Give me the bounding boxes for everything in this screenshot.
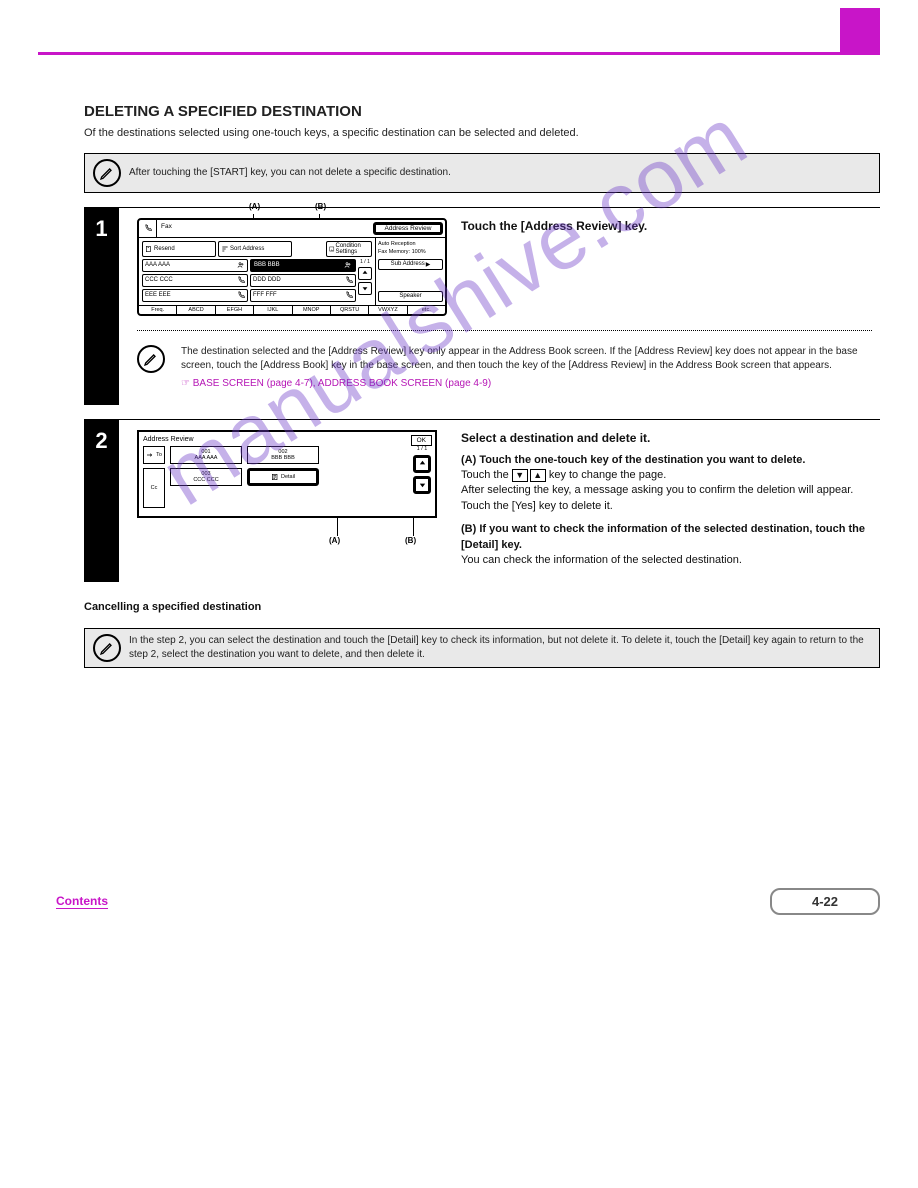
leader-line-b2 bbox=[337, 518, 338, 536]
pencil-icon bbox=[93, 159, 121, 187]
leader-line-a2 bbox=[413, 518, 414, 536]
pencil-icon bbox=[137, 345, 165, 373]
leader-label-b: (B) bbox=[315, 202, 326, 211]
dotted-separator bbox=[137, 330, 872, 331]
cc-indicator: Cc bbox=[143, 468, 165, 508]
step-1: 1 (A) (B) Fax Address Revi bbox=[84, 207, 880, 405]
inline-arrow-keys-icon: ▼▲ bbox=[512, 469, 546, 482]
panelB-up-btn[interactable] bbox=[413, 455, 431, 473]
dest-card-aaa[interactable]: AAA AAA bbox=[142, 259, 248, 272]
panelB-pager: 1 / 1 bbox=[413, 446, 431, 452]
page-down-btn[interactable] bbox=[358, 282, 372, 295]
note-callout-1: After touching the [START] key, you can … bbox=[84, 153, 880, 193]
step2-a-text: Touch the ▼▲ key to change the page. bbox=[461, 468, 872, 483]
step2-b-head: (B) If you want to check the information… bbox=[461, 522, 872, 553]
tab-abcd[interactable]: ABCD bbox=[177, 306, 215, 314]
speaker-btn[interactable]: Speaker bbox=[378, 291, 443, 302]
sub-address-label: Sub Address bbox=[391, 261, 425, 267]
dest-001[interactable]: 001AAA AAA bbox=[170, 446, 242, 464]
auto-reception-label: Auto Reception bbox=[378, 241, 416, 247]
address-review-panel: Address Review OK To Cc 001 bbox=[137, 430, 437, 518]
step2-a-text3: After selecting the key, a message askin… bbox=[461, 483, 872, 514]
step2-a-head: (A) Touch the one-touch key of the desti… bbox=[461, 453, 872, 468]
address-review-tab[interactable]: Address Review bbox=[373, 222, 443, 235]
callout-1-text: After touching the [START] key, you can … bbox=[129, 166, 451, 180]
header-rule bbox=[38, 52, 880, 55]
leader-label-b2: (A) bbox=[329, 536, 340, 545]
dest-card-ddd[interactable]: DDD DDD bbox=[250, 274, 356, 287]
fax-mode-icon bbox=[139, 220, 157, 237]
step-2-number: 2 bbox=[84, 420, 119, 583]
page-footer: Contents 4-22 bbox=[56, 888, 880, 915]
sort-address-label: Sort Address bbox=[230, 246, 264, 252]
closing-heading: Cancelling a specified destination bbox=[84, 600, 880, 615]
resend-label: Resend bbox=[154, 246, 175, 252]
dest-aaa-label: AAA AAA bbox=[145, 262, 170, 268]
resend-btn[interactable]: Resend bbox=[142, 241, 216, 257]
dest-card-bbb[interactable]: BBB BBB bbox=[250, 259, 356, 272]
contents-link[interactable]: Contents bbox=[56, 894, 108, 909]
dest-eee-label: EEE EEE bbox=[145, 292, 171, 298]
section-title: DELETING A SPECIFIED DESTINATION bbox=[84, 103, 880, 120]
fax-memory-label: Fax Memory: 100% bbox=[378, 249, 443, 255]
dest-003[interactable]: 003CCC CCC bbox=[170, 468, 242, 486]
panelB-down-btn[interactable] bbox=[413, 476, 431, 494]
pager-indicator: 1 / 1 bbox=[358, 259, 372, 265]
to-indicator: To bbox=[143, 446, 165, 464]
tab-ijkl[interactable]: IJKL bbox=[254, 306, 292, 314]
detail-button[interactable]: Detail bbox=[247, 468, 319, 486]
step1-note-link[interactable]: ☞ BASE SCREEN (page 4-7), ADDRESS BOOK S… bbox=[181, 378, 491, 389]
dest-002[interactable]: 002BBB BBB bbox=[247, 446, 319, 464]
dest-card-fff[interactable]: FFF FFF bbox=[250, 289, 356, 302]
pencil-icon bbox=[93, 634, 121, 662]
ok-button[interactable]: OK bbox=[411, 435, 432, 446]
step2-b-text: You can check the information of the sel… bbox=[461, 553, 872, 568]
tab-mnop[interactable]: MNOP bbox=[293, 306, 331, 314]
step-1-number: 1 bbox=[84, 208, 119, 405]
sort-address-btn[interactable]: Sort Address bbox=[218, 241, 292, 257]
sub-address-btn[interactable]: Sub Address ▶ bbox=[378, 259, 443, 270]
step-1-title: Touch the [Address Review] key. bbox=[461, 218, 872, 235]
tab-etc[interactable]: etc. bbox=[408, 306, 445, 314]
step-2-title: Select a destination and delete it. bbox=[461, 430, 872, 447]
top-header-bar bbox=[38, 8, 880, 52]
dest-ddd-label: DDD DDD bbox=[253, 277, 281, 283]
section-intro: Of the destinations selected using one-t… bbox=[84, 126, 880, 141]
dest-card-ccc[interactable]: CCC CCC bbox=[142, 274, 248, 287]
condition-settings-btn[interactable]: Condition Settings bbox=[326, 241, 372, 257]
leader-label-a2: (B) bbox=[405, 536, 416, 545]
dest-fff-label: FFF FFF bbox=[253, 292, 277, 298]
panel-mode-label: Fax bbox=[157, 220, 373, 237]
leader-label-a: (A) bbox=[249, 202, 260, 211]
condition-settings-label: Condition Settings bbox=[336, 243, 370, 255]
page-number-pill: 4-22 bbox=[770, 888, 880, 915]
tab-vwxyz[interactable]: VWXYZ bbox=[369, 306, 407, 314]
tab-efgh[interactable]: EFGH bbox=[216, 306, 254, 314]
page-up-btn[interactable] bbox=[358, 267, 372, 280]
chapter-color-tab bbox=[840, 8, 880, 52]
dest-bbb-label: BBB BBB bbox=[254, 262, 280, 268]
step1-note-text: The destination selected and the [Addres… bbox=[181, 345, 872, 373]
alpha-index-tabs[interactable]: Freq. ABCD EFGH IJKL MNOP QRSTU VWXYZ et… bbox=[139, 305, 445, 314]
dest-ccc-label: CCC CCC bbox=[145, 277, 173, 283]
step-2: 2 Address Review OK To Cc bbox=[84, 419, 880, 583]
tab-freq[interactable]: Freq. bbox=[139, 306, 177, 314]
tab-qrstu[interactable]: QRSTU bbox=[331, 306, 369, 314]
dest-card-eee[interactable]: EEE EEE bbox=[142, 289, 248, 302]
address-book-panel: Fax Address Review Resend bbox=[137, 218, 447, 316]
panelB-title: Address Review bbox=[143, 436, 431, 443]
note-callout-2: In the step 2, you can select the destin… bbox=[84, 628, 880, 668]
callout-2-text: In the step 2, you can select the destin… bbox=[129, 634, 871, 662]
